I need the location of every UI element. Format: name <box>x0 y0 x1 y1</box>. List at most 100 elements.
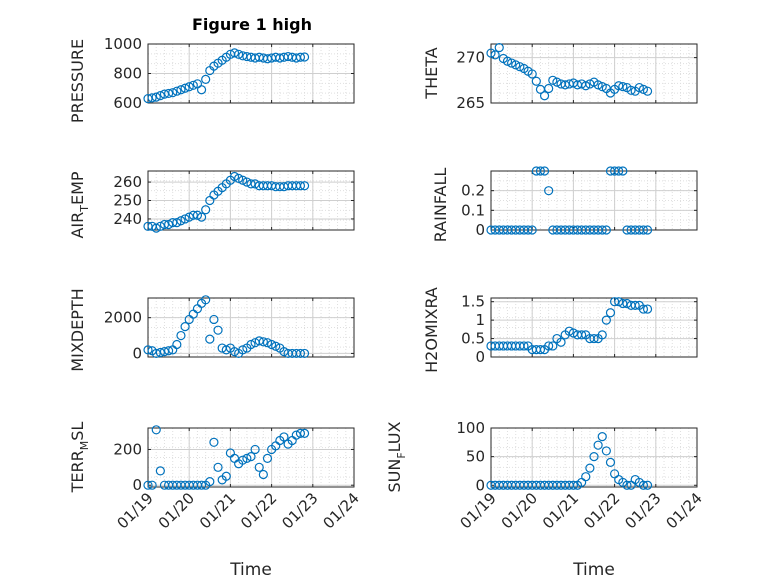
ylabel-rainfall: RAINFALL <box>431 168 450 243</box>
data-point <box>593 80 603 90</box>
data-point <box>544 186 554 196</box>
data-point <box>556 337 566 347</box>
data-point <box>581 81 591 91</box>
data-point <box>577 330 587 340</box>
data-point <box>213 462 223 472</box>
data-point <box>234 173 244 183</box>
ylabel-mixdepth: MIXDEPTH <box>68 288 87 371</box>
data-point <box>597 225 607 235</box>
data-point <box>258 337 268 347</box>
data-point <box>258 469 268 480</box>
y-tick-label: 50 <box>466 448 485 466</box>
data-point <box>196 212 207 222</box>
data-point <box>490 50 500 60</box>
data-point <box>618 298 628 309</box>
data-point <box>593 440 603 450</box>
data-point <box>618 82 628 92</box>
data-point <box>196 480 207 490</box>
data-point <box>229 171 240 182</box>
data-point <box>250 444 260 455</box>
data-point <box>511 60 521 70</box>
data-point <box>151 348 161 359</box>
subplot-1: 600 800 1000 <box>104 35 355 112</box>
data-point <box>238 345 248 355</box>
data-point <box>168 88 178 98</box>
data-point <box>552 77 562 87</box>
y-tick-label: 1.5 <box>461 293 485 311</box>
x-tick-label: 01/23 <box>621 489 664 532</box>
y-tick-label: 240 <box>113 210 142 228</box>
data-point <box>622 480 632 490</box>
data-point <box>262 338 273 348</box>
data-point <box>523 225 533 235</box>
data-point <box>486 48 496 58</box>
data-point <box>544 341 554 351</box>
data-point <box>544 83 554 94</box>
data-point <box>609 297 620 307</box>
data-point <box>614 166 624 176</box>
data-point <box>172 86 182 96</box>
data-point <box>184 212 194 222</box>
data-point <box>159 347 170 357</box>
data-point <box>589 333 599 344</box>
data-point <box>585 463 595 473</box>
data-point <box>299 428 310 438</box>
data-point <box>164 346 174 356</box>
y-tick-label: 250 <box>113 192 142 210</box>
data-point <box>295 181 306 191</box>
data-point <box>164 219 174 230</box>
data-point <box>614 297 624 307</box>
x-tick-label: 01/19 <box>457 489 500 532</box>
data-point <box>597 82 607 92</box>
y-tick-label: 100 <box>456 419 485 437</box>
data-point <box>176 216 186 226</box>
axes-box <box>147 297 355 358</box>
y-tick-label: 800 <box>113 65 142 83</box>
data-point <box>299 52 310 62</box>
data-point <box>147 480 157 490</box>
data-point <box>531 76 541 86</box>
data-point <box>143 480 153 490</box>
x-tick-label: 01/21 <box>196 489 239 532</box>
x-tick-label: 01/20 <box>155 489 198 532</box>
data-point <box>246 179 256 189</box>
figure-title: Figure 1 high <box>192 15 312 34</box>
x-tick-label: 01/22 <box>237 489 280 532</box>
data-point <box>205 477 215 487</box>
data-point <box>143 221 153 231</box>
subplot-5: 0 2000 <box>104 295 355 362</box>
axes-box <box>147 427 355 488</box>
data-point <box>201 295 211 305</box>
subplot-4: 0 0.10.2 <box>461 166 698 239</box>
xlabel-right: Time <box>572 560 615 580</box>
data-point <box>535 345 546 355</box>
data-point <box>502 56 513 66</box>
data-point <box>638 304 649 314</box>
data-point <box>642 480 653 490</box>
data-point <box>151 425 161 435</box>
y-tick-label: 0 <box>132 344 142 362</box>
data-point <box>180 214 190 224</box>
data-point <box>201 205 211 215</box>
data-point <box>295 52 306 62</box>
data-point <box>234 49 244 59</box>
x-tick-label: 01/24 <box>320 489 363 532</box>
data-point <box>539 91 550 101</box>
data-point <box>155 347 165 358</box>
data-point <box>250 179 260 189</box>
x-tick-label: 01/24 <box>663 489 706 532</box>
data-point <box>638 225 649 235</box>
data-point <box>246 339 256 350</box>
data-point <box>213 325 223 335</box>
xlabel-left: Time <box>229 560 272 580</box>
axes-box <box>490 43 698 104</box>
data-point <box>172 339 182 350</box>
x-tick-label: 01/23 <box>278 489 321 532</box>
data-point <box>155 91 165 101</box>
y-tick-label: 600 <box>113 94 142 112</box>
data-point <box>589 452 599 462</box>
data-point <box>548 75 558 85</box>
data-point <box>254 462 264 472</box>
